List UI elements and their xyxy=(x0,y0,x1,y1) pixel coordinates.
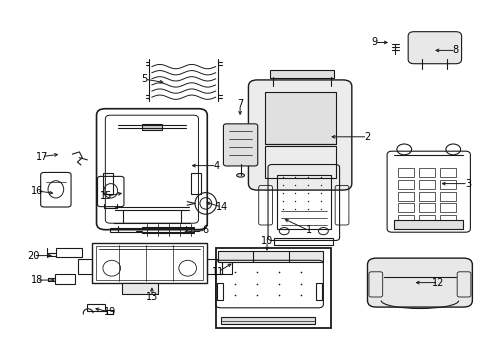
Text: 13: 13 xyxy=(146,292,158,302)
Text: 16: 16 xyxy=(30,186,43,196)
Text: 15: 15 xyxy=(100,191,113,201)
Bar xyxy=(207,259,222,274)
FancyBboxPatch shape xyxy=(408,32,462,64)
Text: 4: 4 xyxy=(214,161,220,171)
Text: 10: 10 xyxy=(261,236,273,246)
Bar xyxy=(110,228,194,232)
Text: 6: 6 xyxy=(203,225,209,235)
Bar xyxy=(78,259,92,274)
Bar xyxy=(55,274,75,284)
Bar xyxy=(96,246,203,280)
Text: 1: 1 xyxy=(306,225,312,235)
Bar xyxy=(103,173,113,194)
Text: 7: 7 xyxy=(237,99,243,109)
Bar xyxy=(440,180,456,189)
Bar xyxy=(394,220,463,229)
Bar xyxy=(92,243,207,283)
Bar xyxy=(398,180,414,189)
Text: 8: 8 xyxy=(453,45,459,55)
Bar xyxy=(419,215,435,224)
Bar xyxy=(398,203,414,212)
Text: 5: 5 xyxy=(142,74,147,84)
Bar xyxy=(216,248,331,328)
Bar xyxy=(142,124,162,130)
Bar xyxy=(218,251,323,262)
Bar xyxy=(265,92,336,144)
Bar xyxy=(440,215,456,224)
Text: 14: 14 xyxy=(216,202,228,212)
Text: 3: 3 xyxy=(465,179,471,189)
Bar xyxy=(398,168,414,177)
FancyBboxPatch shape xyxy=(223,124,258,166)
Bar xyxy=(191,173,201,194)
Bar xyxy=(419,203,435,212)
Bar xyxy=(265,146,336,178)
Text: 20: 20 xyxy=(27,251,40,261)
Text: 18: 18 xyxy=(30,275,43,285)
Bar xyxy=(440,168,456,177)
Bar xyxy=(56,248,82,257)
Bar xyxy=(277,175,331,229)
Text: 9: 9 xyxy=(371,37,377,48)
Text: 2: 2 xyxy=(365,132,370,142)
Text: 11: 11 xyxy=(212,267,224,277)
Bar xyxy=(440,192,456,201)
Bar xyxy=(316,283,322,300)
Text: 19: 19 xyxy=(104,307,117,317)
Text: 12: 12 xyxy=(432,278,445,288)
Bar xyxy=(398,215,414,224)
Bar xyxy=(270,70,334,78)
Bar xyxy=(440,203,456,212)
FancyBboxPatch shape xyxy=(248,80,352,190)
Bar xyxy=(398,192,414,201)
FancyBboxPatch shape xyxy=(368,258,472,307)
Bar xyxy=(217,283,223,300)
Text: 17: 17 xyxy=(35,152,48,162)
Bar xyxy=(419,180,435,189)
Ellipse shape xyxy=(237,174,245,177)
Bar xyxy=(419,192,435,201)
Bar xyxy=(419,168,435,177)
Bar xyxy=(222,259,232,274)
Bar xyxy=(221,317,315,324)
Bar xyxy=(122,283,158,294)
Bar xyxy=(274,238,333,245)
